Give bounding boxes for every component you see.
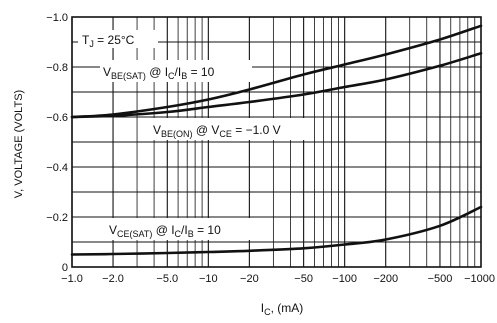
x-tick-label: −10 [199,273,218,285]
tj-annotation: TJ = 25°C [82,33,135,49]
y-axis-label: V, VOLTAGE (VOLTS) [13,90,25,198]
plot-border [71,16,482,268]
series-line-1 [70,24,483,119]
vce-sat-annotation-bg [106,218,258,240]
vce-sat-annotation: VCE(SAT) @ IC/IB = 10 [109,223,221,239]
x-tick-label: −50 [294,273,313,285]
x-tick-label: −200 [373,273,398,285]
x-tick-label: −100 [332,273,357,285]
y-tick-label: −0.8 [46,62,68,74]
y-tick-label: −0.2 [46,212,68,224]
y-tick-label: −0.4 [46,162,68,174]
series-line-2 [70,52,483,119]
x-tick-label: −2.0 [102,273,124,285]
y-tick-label: −1.0 [46,12,68,24]
x-tick-label: −5.0 [156,273,178,285]
plot-frame [71,16,482,268]
x-tick-label: −1.0 [61,273,83,285]
x-tick-label: −500 [428,273,453,285]
y-tick-label: −0.6 [46,112,68,124]
y-tick-label: 0 [62,262,68,274]
vbe-sat-annotation: VBE(SAT) @ IC/IB = 10 [103,65,215,81]
tj-annotation-bg [78,30,158,48]
vbe-sat-annotation-bg [100,60,252,82]
x-tick-label: −20 [240,273,259,285]
x-axis-label: IC, (mA) [261,301,304,317]
series-line-3 [70,205,483,256]
series-group [70,24,483,256]
x-tick-label: −1000 [464,273,495,285]
vbe-on-annotation-bg [150,118,312,140]
vbe-on-annotation: VBE(ON) @ VCE = −1.0 V [153,123,281,139]
tick-labels: −1.0 −2.0 −5.0 −10 −20 −50 −100 −200 −500 −10000−… [46,12,495,285]
